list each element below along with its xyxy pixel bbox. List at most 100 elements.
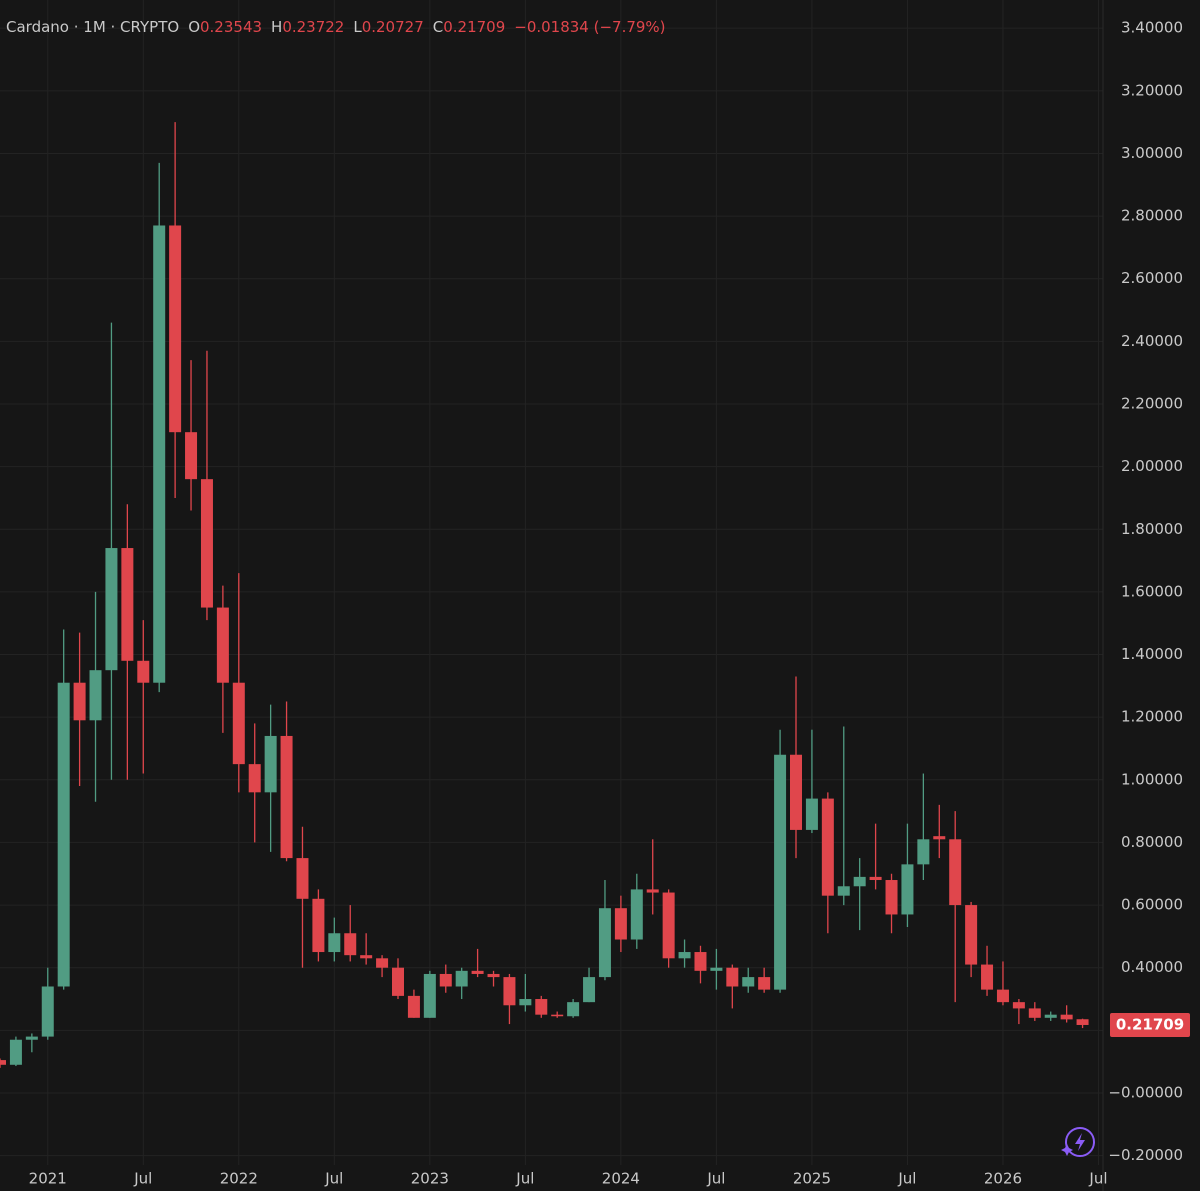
- header-ohlc-value: 0.20727: [362, 18, 424, 36]
- candle-body: [853, 876, 866, 887]
- candle-body: [901, 864, 914, 915]
- candle-body: [885, 880, 898, 915]
- grid: [0, 0, 1103, 1165]
- candle-body: [614, 908, 627, 940]
- y-tick-label: 0.80000: [1121, 833, 1183, 851]
- y-tick-label: 1.80000: [1121, 520, 1183, 538]
- candle-body: [774, 754, 787, 990]
- candle-body: [598, 908, 611, 978]
- candle-body: [996, 989, 1009, 1003]
- candle-body: [105, 548, 118, 671]
- candle-body: [312, 898, 325, 953]
- candles: [0, 122, 1089, 1068]
- candle-body: [662, 892, 675, 959]
- y-tick-label: 3.40000: [1121, 19, 1183, 37]
- x-tick-label: Jul: [706, 1170, 725, 1188]
- candle-body: [200, 479, 213, 608]
- candle-body: [1012, 1002, 1025, 1009]
- price-tag: [1110, 1012, 1190, 1037]
- candle-body: [917, 839, 930, 865]
- axes: −0.20000−0.000000.200000.400000.600000.8…: [29, 19, 1190, 1188]
- candle-body: [837, 886, 850, 896]
- candle-body: [1044, 1014, 1057, 1018]
- candle-body: [0, 1060, 6, 1065]
- candle-body: [376, 958, 389, 968]
- x-tick-label: Jul: [515, 1170, 534, 1188]
- candle-body: [280, 735, 293, 859]
- candle-body: [821, 798, 834, 896]
- candle-body: [981, 964, 994, 990]
- y-tick-label: 1.00000: [1121, 770, 1183, 788]
- candle-body: [567, 1002, 580, 1017]
- candle-body: [535, 999, 548, 1015]
- y-tick-label: 2.20000: [1121, 394, 1183, 412]
- candle-body: [439, 973, 452, 987]
- candle-body: [710, 967, 723, 971]
- candle-body: [121, 548, 134, 661]
- candle-body: [360, 955, 373, 959]
- candle-body: [264, 735, 277, 793]
- candle-body: [9, 1039, 22, 1065]
- candle-body: [503, 977, 516, 1006]
- x-tick-label: 2026: [984, 1170, 1022, 1188]
- x-tick-label: 2021: [29, 1170, 67, 1188]
- candle-body: [137, 660, 150, 683]
- candle-body: [551, 1014, 564, 1017]
- candle-body: [965, 905, 978, 965]
- candle-body: [344, 933, 357, 956]
- header-ohlc-letter: O: [188, 18, 200, 36]
- candle-body: [726, 967, 739, 987]
- x-tick-label: Jul: [133, 1170, 152, 1188]
- x-tick-label: Jul: [897, 1170, 916, 1188]
- candle-body: [519, 999, 532, 1006]
- x-tick-label: 2025: [793, 1170, 831, 1188]
- candle-body: [646, 889, 659, 893]
- y-tick-label: 2.60000: [1121, 269, 1183, 287]
- y-tick-label: 2.80000: [1121, 207, 1183, 225]
- candle-body: [1028, 1008, 1041, 1018]
- candle-body: [423, 973, 436, 1018]
- header: Cardano · 1M · CRYPTO O0.23543 H0.23722 L0.…: [6, 18, 666, 36]
- candle-body: [41, 986, 54, 1037]
- candle-body: [216, 607, 229, 683]
- y-tick-label: 0.40000: [1121, 958, 1183, 976]
- y-tick-label: 1.40000: [1121, 645, 1183, 663]
- header-ohlc-letter: L: [353, 18, 362, 36]
- candle-body: [1076, 1019, 1089, 1025]
- candle-body: [153, 225, 166, 683]
- candle-body: [1060, 1014, 1073, 1020]
- candle-body: [392, 967, 404, 996]
- x-tick-label: 2024: [602, 1170, 640, 1188]
- x-tick-label: Jul: [324, 1170, 343, 1188]
- x-tick-label: 2023: [411, 1170, 449, 1188]
- y-tick-label: 3.20000: [1121, 81, 1183, 99]
- header-ohlc-letter: C: [433, 18, 443, 36]
- y-tick-label: 2.00000: [1121, 457, 1183, 475]
- y-tick-label: −0.20000: [1108, 1146, 1183, 1164]
- y-tick-label: 2.40000: [1121, 332, 1183, 350]
- header-ohlc-letter: H: [271, 18, 282, 36]
- header-title: Cardano · 1M · CRYPTO: [6, 18, 179, 36]
- candle-body: [790, 754, 802, 830]
- candle-body: [805, 798, 818, 830]
- candle-body: [328, 933, 341, 953]
- candle-body: [296, 858, 309, 899]
- candle-body: [232, 682, 245, 765]
- candle-body: [487, 973, 500, 978]
- candle-body: [949, 839, 962, 906]
- header-ohlc-value: 0.23722: [282, 18, 344, 36]
- candle-body: [248, 764, 261, 793]
- y-tick-label: −0.00000: [1108, 1083, 1183, 1101]
- candle-body: [583, 977, 596, 1003]
- y-tick-label: 1.20000: [1121, 708, 1183, 726]
- candle-body: [169, 225, 182, 433]
- candle-body: [25, 1036, 38, 1040]
- header-change: −0.01834 (−7.79%): [514, 18, 665, 36]
- x-tick-label: Jul: [1088, 1170, 1107, 1188]
- logo-icon[interactable]: [1061, 1127, 1095, 1157]
- candle-body: [471, 970, 484, 974]
- y-tick-label: 3.00000: [1121, 144, 1183, 162]
- x-tick-label: 2022: [220, 1170, 258, 1188]
